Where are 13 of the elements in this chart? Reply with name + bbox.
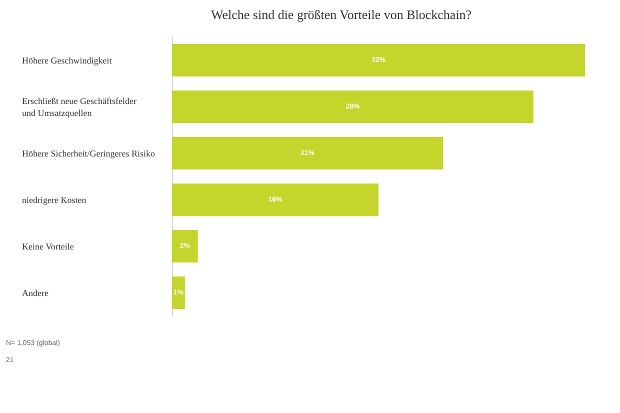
- bar: [172, 276, 185, 310]
- y-tick-label: Keine Vorteile: [22, 241, 74, 252]
- bar: [172, 136, 444, 170]
- bar: [172, 183, 378, 216]
- y-tick-label: Höhere Geschwindigkeit: [22, 55, 112, 66]
- y-tick-label: Erschließt neue Geschäftsfelder und Umsatzquellen: [22, 96, 136, 118]
- bar: [172, 230, 198, 263]
- y-tick-label: niedrigere Kosten: [22, 194, 87, 205]
- y-tick-label: Höhere Sicherheit/Geringeres Risiko: [22, 148, 156, 158]
- bar: [172, 90, 534, 124]
- y-tick-label: Andere: [22, 288, 48, 298]
- bar: [172, 44, 585, 77]
- chart-title: Welche sind die größten Vorteile von Blockchain?: [211, 7, 472, 22]
